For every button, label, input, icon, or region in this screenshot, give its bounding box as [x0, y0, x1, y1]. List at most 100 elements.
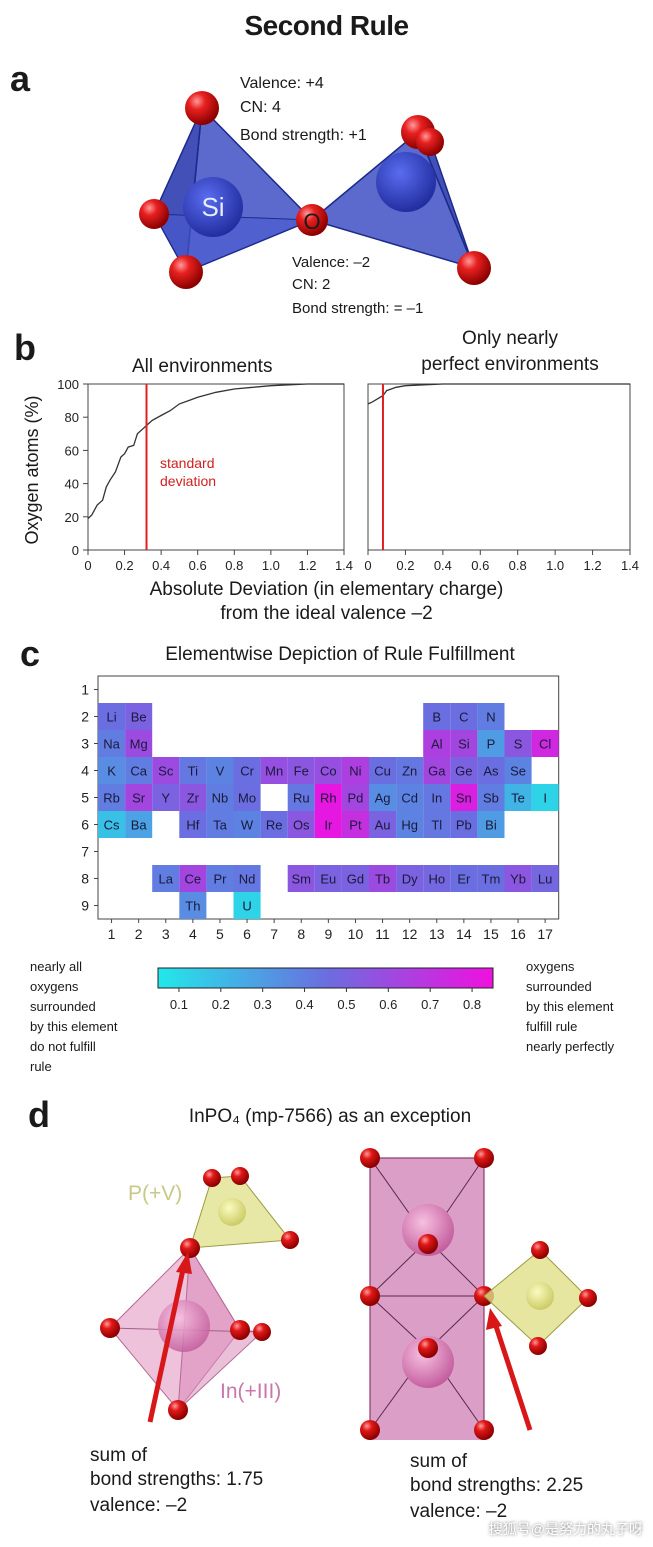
element-cell — [531, 784, 559, 811]
x-tick-label: 0.8 — [509, 558, 527, 573]
x-tick-label: 0.2 — [396, 558, 414, 573]
y-tick-label: 100 — [57, 377, 79, 392]
oxygen-atom — [253, 1323, 271, 1341]
colorbar-tick-label: 0.8 — [463, 997, 481, 1012]
si-atom-right — [376, 152, 436, 212]
element-symbol: Dy — [402, 872, 418, 887]
element-symbol: Ba — [131, 818, 148, 833]
element-cell — [396, 811, 424, 838]
element-symbol: Sb — [483, 791, 499, 806]
element-cell — [206, 811, 234, 838]
element-symbol: Ir — [324, 818, 333, 833]
x-tick-label: 1.4 — [335, 558, 353, 573]
right-note-3: by this element — [526, 999, 614, 1014]
element-cell — [450, 784, 478, 811]
panel-d-letter: d — [28, 1094, 50, 1135]
cumulative-line — [367, 383, 630, 405]
y-tick-label: 40 — [65, 477, 79, 492]
panel-a-letter: a — [10, 58, 31, 99]
oxygen-atom — [169, 255, 203, 289]
element-cell — [233, 892, 261, 919]
element-symbol: P — [487, 737, 496, 752]
element-symbol: Cu — [374, 764, 391, 779]
element-symbol: Ho — [428, 872, 445, 887]
element-symbol: Cl — [539, 737, 551, 752]
element-symbol: Gd — [347, 872, 364, 887]
group-number: 15 — [483, 926, 499, 942]
element-symbol: As — [483, 764, 499, 779]
element-symbol: Pd — [347, 791, 363, 806]
inpo4-title: InPO₄ (mp-7566) as an exception — [188, 1106, 472, 1127]
element-symbol: Tb — [375, 872, 390, 887]
colorbar-ticks: 0.1 0.2 0.3 0.4 0.5 0.6 0.7 0.8 — [170, 988, 481, 1012]
left-plot-area: 0 0.2 0.4 0.6 0.8 1.0 1.2 1.4 0 20 40 60 80 100 — [57, 377, 353, 573]
right-plot-title-line2: perfect environments — [421, 354, 599, 375]
right-note-4: fulfill rule — [526, 1019, 578, 1034]
panel-c-letter: c — [20, 633, 41, 674]
element-cell — [125, 703, 153, 730]
element-symbol: Ca — [130, 764, 147, 779]
element-cell — [98, 757, 126, 784]
element-cell — [477, 703, 505, 730]
period-number: 5 — [81, 790, 89, 806]
left-note-4: by this element — [30, 1019, 118, 1034]
element-cell — [423, 865, 451, 892]
std-dev-annotation-line2: deviation — [160, 473, 217, 489]
element-symbol: Er — [457, 872, 471, 887]
left-plot-title: All environments — [132, 356, 273, 377]
colorbar-tick-label: 0.5 — [337, 997, 355, 1012]
pointer-arrow-left — [147, 1264, 187, 1423]
element-cell — [287, 811, 315, 838]
element-symbol: Fe — [294, 764, 309, 779]
element-cell — [125, 730, 153, 757]
element-symbol: Al — [431, 737, 443, 752]
oxygen-atom — [474, 1420, 494, 1440]
si-bond-strength: Bond strength: +1 — [240, 127, 367, 144]
group-number: 17 — [537, 926, 553, 942]
y-tick-label: 80 — [65, 410, 79, 425]
element-symbol: Cr — [240, 764, 254, 779]
element-symbol: Rb — [103, 791, 120, 806]
element-symbol: Cd — [401, 791, 418, 806]
group-number: 8 — [297, 926, 305, 942]
element-cell — [396, 865, 424, 892]
sio-structure-diagram: Si O — [139, 91, 491, 289]
watermark: 搜狐号@是努力的丸子呀 — [488, 1521, 643, 1537]
element-cell — [504, 865, 532, 892]
element-symbol: Se — [510, 764, 526, 779]
colorbar-tick-label: 0.6 — [379, 997, 397, 1012]
group-number: 4 — [189, 926, 197, 942]
left-note-1: nearly all — [30, 959, 83, 974]
element-symbol: U — [242, 899, 251, 914]
element-symbol: Sm — [292, 872, 312, 887]
element-symbol: Co — [320, 764, 337, 779]
element-cell — [531, 865, 559, 892]
element-symbol: Na — [103, 737, 120, 752]
oxygen-atom — [529, 1337, 547, 1355]
element-symbol: Eu — [320, 872, 336, 887]
x-tick-label: 1.2 — [298, 558, 316, 573]
element-symbol: Hg — [401, 818, 418, 833]
element-cell — [260, 757, 288, 784]
element-cell — [341, 865, 369, 892]
element-cell — [450, 865, 478, 892]
element-symbol: I — [543, 791, 547, 806]
oxygen-atom — [203, 1169, 221, 1187]
element-symbol: Pt — [349, 818, 362, 833]
x-tick-label: 1.0 — [262, 558, 280, 573]
element-cell — [125, 784, 153, 811]
indium-atom — [402, 1336, 454, 1388]
group-number: 6 — [243, 926, 251, 942]
left-caption-1: sum of — [90, 1445, 148, 1466]
element-cell — [504, 730, 532, 757]
group-number: 11 — [375, 926, 390, 942]
o-cn: CN: 2 — [292, 276, 331, 293]
element-cell — [314, 784, 342, 811]
element-symbol: Bi — [485, 818, 497, 833]
indium-octahedra-chain — [369, 1157, 485, 1440]
element-symbol: Ti — [188, 764, 198, 779]
element-symbol: Au — [375, 818, 391, 833]
element-symbol: Mo — [238, 791, 256, 806]
element-cell — [450, 703, 478, 730]
element-cell — [369, 757, 397, 784]
